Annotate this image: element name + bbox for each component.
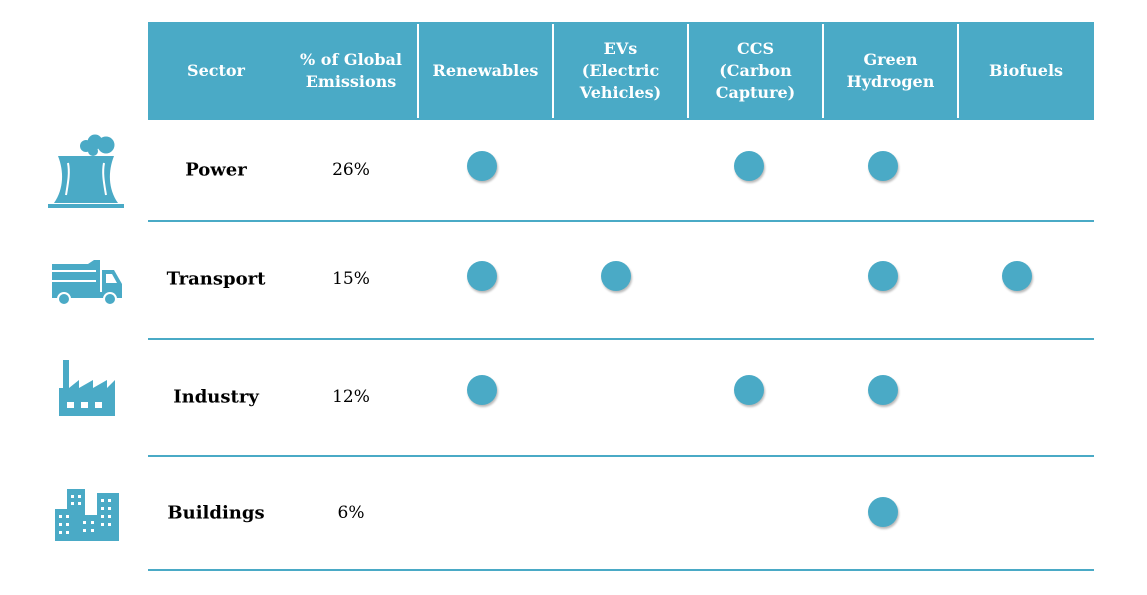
emissions-share-power: 26% xyxy=(332,160,370,180)
column-header-biofuels: Biofuels xyxy=(988,61,1064,80)
row-divider xyxy=(148,220,1094,222)
sector-label-industry: Industry xyxy=(173,386,259,408)
column-header-share: % of Global Emissions xyxy=(300,50,402,91)
sector-label-transport: Transport xyxy=(166,268,266,290)
applicability-dot-power-ccs xyxy=(734,151,764,181)
buildings-icon xyxy=(53,487,121,543)
applicability-dot-transport-hydrogen xyxy=(868,261,898,291)
row-divider xyxy=(148,569,1094,571)
applicability-dot-transport-renewables xyxy=(467,261,497,291)
sector-label-power: Power xyxy=(185,159,247,181)
row-divider xyxy=(148,455,1094,457)
factory-icon xyxy=(57,358,119,418)
column-header-evs: EVs (Electric Vehicles) xyxy=(579,39,662,102)
applicability-dot-transport-biofuels xyxy=(1002,261,1032,291)
column-header-ccs: CCS (Carbon Capture) xyxy=(715,39,796,102)
column-header-sector: Sector xyxy=(187,61,245,80)
applicability-dot-buildings-hydrogen xyxy=(868,497,898,527)
truck-icon xyxy=(50,258,126,306)
applicability-dot-industry-ccs xyxy=(734,375,764,405)
column-divider xyxy=(417,24,419,118)
applicability-dot-industry-hydrogen xyxy=(868,375,898,405)
column-divider xyxy=(552,24,554,118)
applicability-dot-power-hydrogen xyxy=(868,151,898,181)
row-divider xyxy=(148,338,1094,340)
emissions-share-transport: 15% xyxy=(332,269,370,289)
emissions-share-industry: 12% xyxy=(332,387,370,407)
column-divider xyxy=(822,24,824,118)
applicability-dot-industry-renewables xyxy=(467,375,497,405)
power-plant-icon xyxy=(46,131,126,209)
emissions-share-buildings: 6% xyxy=(337,503,365,523)
applicability-dot-power-renewables xyxy=(467,151,497,181)
column-divider xyxy=(687,24,689,118)
column-header-renewables: Renewables xyxy=(432,61,539,80)
header-bar xyxy=(148,22,1094,120)
column-header-hydrogen: Green Hydrogen xyxy=(846,50,935,91)
applicability-dot-transport-evs xyxy=(601,261,631,291)
sector-label-buildings: Buildings xyxy=(167,502,265,524)
column-divider xyxy=(957,24,959,118)
